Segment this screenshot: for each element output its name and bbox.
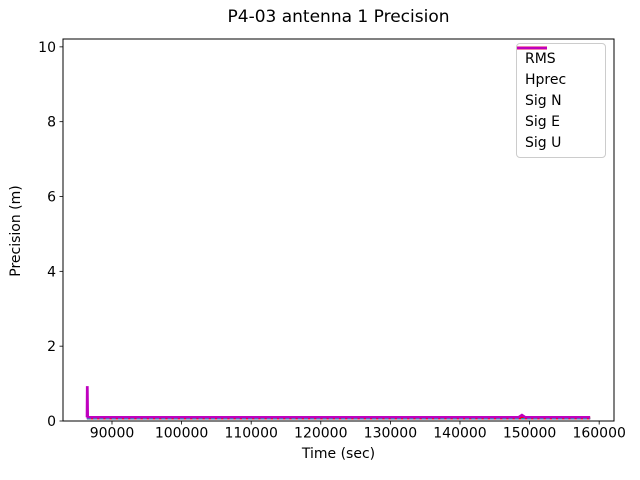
legend-label: Sig N xyxy=(525,92,562,109)
legend-item-sig-n: Sig N xyxy=(517,47,597,111)
x-tick-label: 90000 xyxy=(90,426,135,442)
legend-item-hprec: Hprec xyxy=(517,46,597,90)
legend-label: Sig U xyxy=(525,134,562,151)
axes-frame xyxy=(62,38,615,422)
x-tick-label: 160000 xyxy=(572,426,625,442)
y-axis-label: Precision (m) xyxy=(8,185,24,277)
y-tick-label: 6 xyxy=(47,190,56,206)
x-tick-label: 140000 xyxy=(433,426,486,442)
legend: RMS Hprec Sig N Sig E Sig U xyxy=(516,43,606,158)
legend-label: Hprec xyxy=(525,71,567,88)
legend-label: RMS xyxy=(525,50,556,67)
y-tick-label: 0 xyxy=(47,414,56,430)
legend-label: Sig E xyxy=(525,113,560,130)
legend-item-sig-e: Sig E xyxy=(517,47,597,132)
chart-title: P4-03 antenna 1 Precision xyxy=(227,7,450,27)
x-axis-label: Time (sec) xyxy=(301,446,376,462)
legend-item-sig-u: Sig U xyxy=(517,46,597,153)
y-tick-label: 10 xyxy=(38,40,56,56)
x-tick-label: 130000 xyxy=(364,426,417,442)
y-tick-label: 4 xyxy=(47,264,56,280)
x-tick-label: 150000 xyxy=(503,426,556,442)
x-tick-label: 100000 xyxy=(155,426,208,442)
legend-line-sample xyxy=(517,46,547,50)
y-tick-label: 2 xyxy=(47,339,56,355)
x-tick-label: 120000 xyxy=(294,426,347,442)
x-tick-label: 110000 xyxy=(224,426,277,442)
y-tick-label: 8 xyxy=(47,115,56,131)
series-line-sig-u xyxy=(85,386,591,419)
